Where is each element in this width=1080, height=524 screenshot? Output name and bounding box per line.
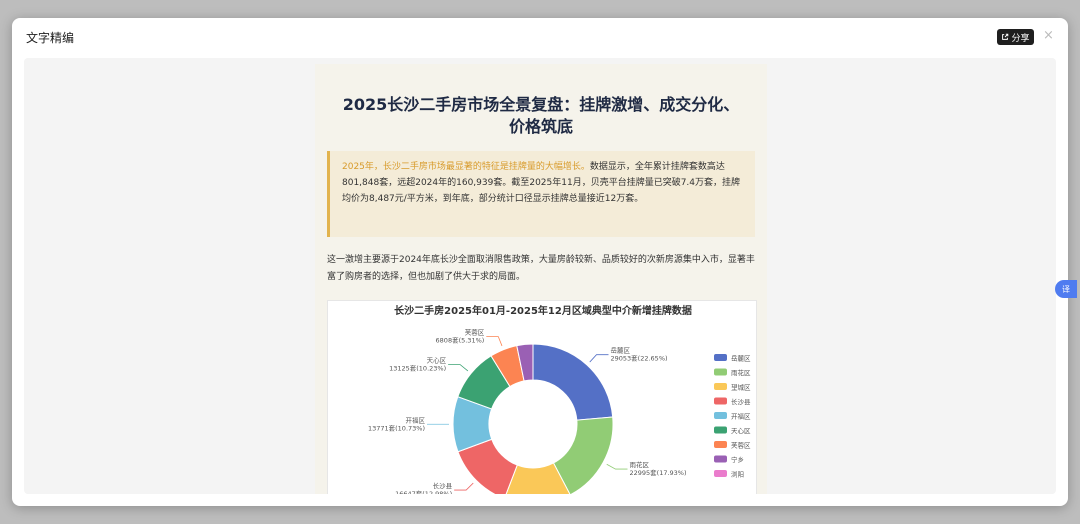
text-edit-modal: 文字精编 分享 × 2025长沙二手房市场全景复盘：挂牌激增、成交分化、价格筑底… xyxy=(12,18,1068,506)
article-paragraph: 这一激增主要源于2024年底长沙全面取消限售政策，大量房龄较新、品质较好的次新房… xyxy=(327,255,755,282)
donut-slice-0[interactable] xyxy=(532,343,614,421)
legend-label-2[interactable]: 望城区 xyxy=(731,383,751,392)
legend-swatch-4[interactable] xyxy=(714,412,727,419)
legend-swatch-3[interactable] xyxy=(714,397,727,405)
chart-title: 长沙二手房2025年01月-2025年12月区域典型中介新增挂牌数据 xyxy=(394,304,692,317)
label-line-0 xyxy=(589,354,609,363)
label-line-1 xyxy=(606,463,628,470)
slice-value-label-5: 13125套(10.23%) xyxy=(389,364,446,373)
close-icon[interactable]: × xyxy=(1043,28,1054,43)
donut-slice-2[interactable] xyxy=(504,462,571,494)
legend-swatch-2[interactable] xyxy=(714,383,727,390)
modal-title: 文字精编 xyxy=(26,31,75,45)
share-icon xyxy=(1002,33,1009,40)
legend-label-0[interactable]: 岳麓区 xyxy=(731,354,751,363)
slice-name-label-1: 雨花区 xyxy=(629,460,649,469)
article: 2025长沙二手房市场全景复盘：挂牌激增、成交分化、价格筑底 2025年，长沙二… xyxy=(315,64,767,494)
modal-body: 2025长沙二手房市场全景复盘：挂牌激增、成交分化、价格筑底 2025年，长沙二… xyxy=(24,58,1056,494)
slice-name-label-4: 开福区 xyxy=(406,415,426,424)
label-line-5 xyxy=(448,364,469,372)
legend-swatch-1[interactable] xyxy=(714,368,727,376)
callout-box: 2025年，长沙二手房市场最显著的特征是挂牌量的大幅增长。数据显示，全年累计挂牌… xyxy=(327,151,755,237)
donut-chart: 长沙二手房2025年01月-2025年12月区域典型中介新增挂牌数据 岳麓区 29… xyxy=(327,300,757,494)
callout-text: 数据显示，全年累计挂牌套数高达801,848套，远超2024年的160,939套… xyxy=(342,162,741,204)
slice-name-label-3: 长沙县 xyxy=(433,481,453,490)
label-line-6 xyxy=(486,336,503,347)
label-line-3 xyxy=(454,482,474,491)
callout-highlight: 2025年，长沙二手房市场最显著的特征是挂牌量的大幅增长。 xyxy=(342,162,590,172)
legend-swatch-5[interactable] xyxy=(714,426,727,434)
donut-slice-1[interactable] xyxy=(552,416,614,494)
slice-value-label-6: 6808套(5.31%) xyxy=(436,336,485,345)
legend-label-6[interactable]: 芙蓉区 xyxy=(731,441,751,450)
share-button[interactable]: 分享 xyxy=(997,29,1034,45)
slice-value-label-0: 29053套(22.65%) xyxy=(611,354,668,363)
donut-slice-7[interactable] xyxy=(516,343,534,382)
legend-label-5[interactable]: 天心区 xyxy=(731,427,751,435)
slice-name-label-0: 岳麓区 xyxy=(611,346,631,355)
share-label: 分享 xyxy=(1011,33,1030,44)
slice-value-label-3: 16647套(12.98%) xyxy=(395,489,452,494)
legend-label-4[interactable]: 开福区 xyxy=(731,412,751,421)
chart-svg: 长沙二手房2025年01月-2025年12月区域典型中介新增挂牌数据 岳麓区29… xyxy=(368,304,751,494)
translate-side-button[interactable]: 译 xyxy=(1055,280,1077,298)
slice-name-label-5: 天心区 xyxy=(427,357,447,365)
slice-value-label-1: 22995套(17.93%) xyxy=(629,468,686,477)
legend-label-1[interactable]: 雨花区 xyxy=(731,368,751,377)
article-title: 2025长沙二手房市场全景复盘：挂牌激增、成交分化、价格筑底 xyxy=(342,95,740,136)
legend-label-8[interactable]: 浏阳 xyxy=(731,470,744,479)
legend-label-3[interactable]: 长沙县 xyxy=(731,397,751,406)
legend-swatch-8[interactable] xyxy=(714,470,727,477)
slice-name-label-6: 芙蓉区 xyxy=(465,328,485,337)
legend-swatch-7[interactable] xyxy=(714,455,727,463)
slice-value-label-4: 13771套(10.73%) xyxy=(368,423,425,432)
legend-swatch-0[interactable] xyxy=(714,354,727,361)
legend-label-7[interactable]: 宁乡 xyxy=(731,455,744,464)
legend-swatch-6[interactable] xyxy=(714,441,727,448)
